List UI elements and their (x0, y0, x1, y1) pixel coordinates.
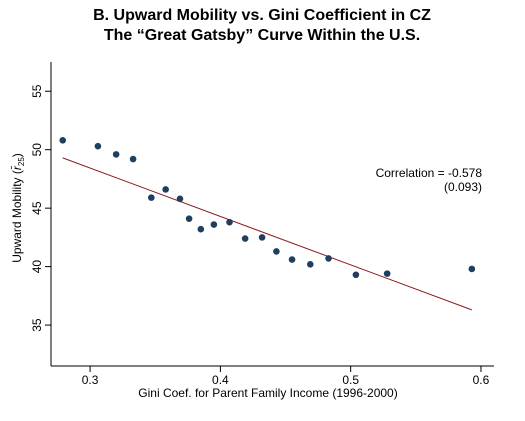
x-tick-label: 0.6 (473, 373, 490, 387)
data-point (352, 271, 360, 279)
data-point (148, 194, 155, 201)
data-point (176, 195, 184, 203)
data-point (273, 248, 280, 255)
data-point (197, 225, 205, 233)
data-point (162, 186, 169, 193)
x-tick-label: 0.5 (342, 373, 359, 387)
data-point (325, 255, 332, 262)
y-axis-label: Upward Mobility (r̄25) (10, 153, 26, 263)
data-point (185, 215, 193, 222)
data-point (226, 218, 233, 226)
correlation-annotation: Correlation = -0.578 (376, 166, 483, 180)
x-axis-label: Gini Coef. for Parent Family Income (199… (138, 386, 397, 400)
data-point (288, 256, 296, 263)
data-point (59, 137, 67, 144)
y-axis-label-main: Upward Mobility ( (10, 170, 24, 263)
x-tick-label: 0.3 (82, 373, 99, 387)
data-point (241, 235, 249, 242)
x-tick-label: 0.4 (212, 373, 229, 387)
chart-title-line1: B. Upward Mobility vs. Gini Coefficient … (93, 7, 431, 24)
correlation-se-annotation: (0.093) (444, 180, 482, 194)
data-point (112, 151, 120, 158)
data-point (468, 265, 476, 273)
y-tick-label: 45 (30, 201, 44, 215)
x-ticks: 0.3 0.4 0.5 0.6 (82, 366, 490, 387)
data-point (258, 234, 266, 241)
y-tick-label: 40 (30, 260, 44, 274)
y-axis-label-symbol: r̄ (10, 165, 24, 170)
chart-title-line2: The “Great Gatsby” Curve Within the U.S. (104, 27, 420, 44)
plot-area: 35 40 45 50 55 0.3 0.4 0.5 0.6 (30, 62, 494, 387)
data-point (383, 270, 391, 277)
y-tick-label: 50 (30, 143, 44, 157)
data-point (210, 221, 218, 228)
data-points (59, 137, 476, 279)
y-tick-label: 35 (30, 318, 44, 332)
data-point (306, 260, 314, 268)
data-point (129, 155, 137, 163)
y-ticks: 35 40 45 50 55 (30, 84, 51, 332)
y-tick-label: 55 (30, 84, 44, 98)
data-point (94, 142, 102, 150)
y-axis-label-close: ) (10, 153, 24, 157)
y-axis-label-sub: 25 (17, 157, 26, 166)
fit-line (62, 157, 473, 311)
